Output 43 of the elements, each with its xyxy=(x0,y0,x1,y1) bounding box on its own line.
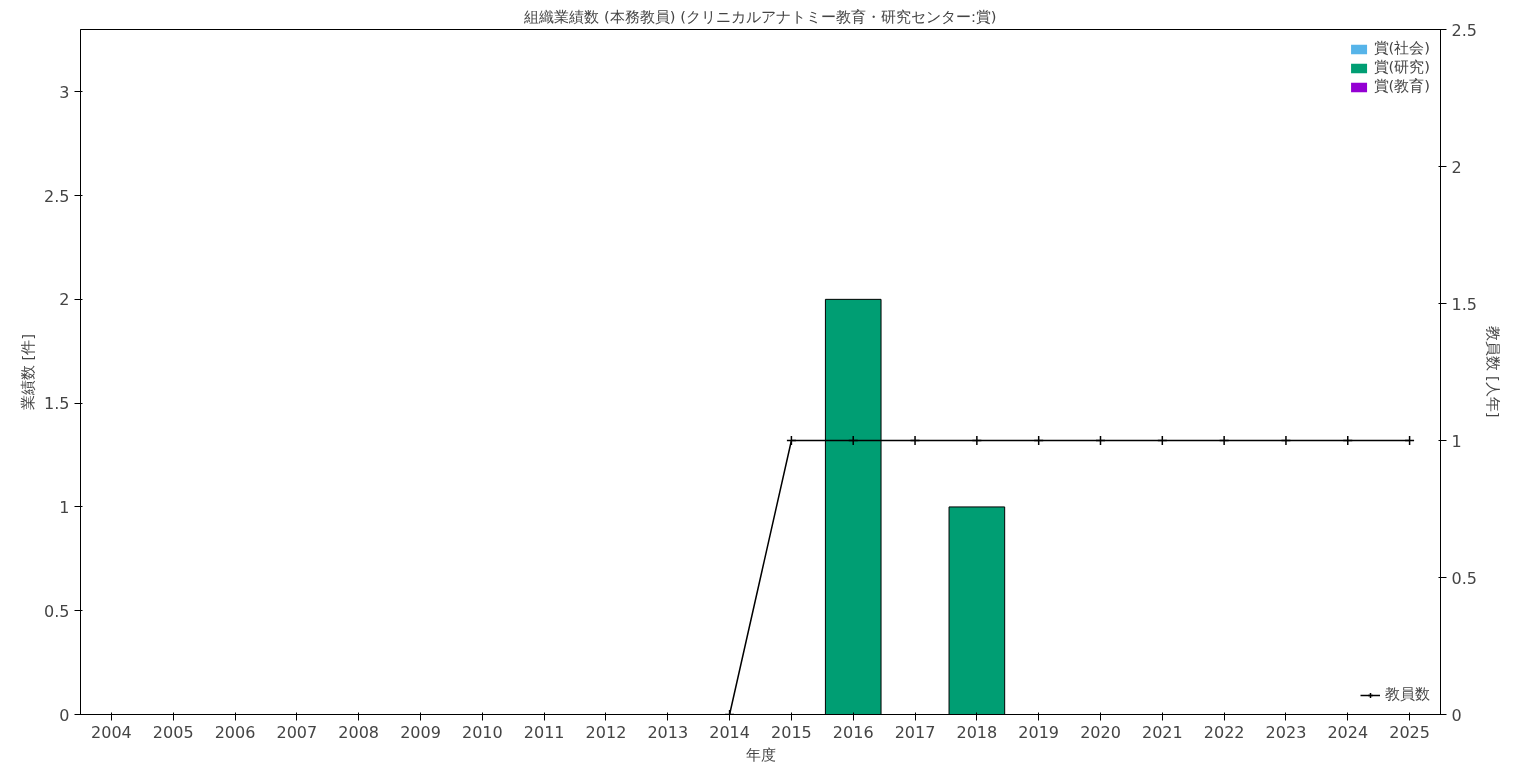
x-tick-label: 2023 xyxy=(1265,722,1307,742)
y-tick-label: 2.5 xyxy=(44,186,70,206)
chart-title: 組織業績数 (本務教員) (クリニカルアナトミー教育・研究センター:賞) xyxy=(523,7,997,25)
y2-tick-label: 1 xyxy=(1451,431,1462,451)
x-tick-label: 2005 xyxy=(152,722,194,742)
y-tick-label: 0 xyxy=(59,705,70,725)
x-tick-label: 2010 xyxy=(461,722,503,742)
y-tick-label: 1 xyxy=(59,497,70,517)
x-tick-label: 2013 xyxy=(647,722,689,742)
legend-label: 賞(教育) xyxy=(1373,77,1430,96)
x-tick-label: 2011 xyxy=(523,722,565,742)
y2-tick-label: 1.5 xyxy=(1451,294,1477,314)
x-axis-title: 年度 xyxy=(745,745,776,763)
x-tick-label: 2016 xyxy=(832,722,874,742)
y-axis-title: 業績数 [件] xyxy=(19,333,37,411)
x-tick-label: 2009 xyxy=(400,722,441,742)
x-tick-label: 2017 xyxy=(894,722,936,742)
x-tick-label: 2006 xyxy=(214,722,256,742)
y2-tick-label: 2.5 xyxy=(1451,20,1477,40)
legend-label: 賞(研究) xyxy=(1373,58,1430,77)
y-tick-label: 1.5 xyxy=(44,394,70,414)
y2-tick-label: 0 xyxy=(1451,705,1462,725)
y-tick-label: 2 xyxy=(59,290,70,310)
x-tick-label: 2021 xyxy=(1141,722,1183,742)
y-tick-label: 0.5 xyxy=(44,601,70,621)
x-tick-label: 2012 xyxy=(585,722,627,742)
legend-label: 賞(社会) xyxy=(1373,39,1430,58)
legend-label: 教員数 xyxy=(1385,685,1430,704)
x-tick-label: 2025 xyxy=(1389,722,1430,742)
x-tick-label: 2018 xyxy=(956,722,998,742)
x-tick-label: 2008 xyxy=(338,722,380,742)
x-tick-label: 2022 xyxy=(1203,722,1245,742)
x-tick-label: 2020 xyxy=(1080,722,1121,742)
x-tick-label: 2019 xyxy=(1018,722,1060,742)
y2-tick-label: 0.5 xyxy=(1451,568,1477,588)
x-tick-label: 2024 xyxy=(1327,722,1369,742)
x-tick-label: 2004 xyxy=(91,722,132,742)
x-tick-label: 2015 xyxy=(771,722,812,742)
y-tick-label: 3 xyxy=(59,82,70,102)
x-tick-label: 2007 xyxy=(276,722,318,742)
y2-axis-title: 教員数 [人年] xyxy=(1484,326,1502,418)
x-tick-label: 2014 xyxy=(709,722,750,742)
y2-tick-label: 2 xyxy=(1451,157,1462,177)
